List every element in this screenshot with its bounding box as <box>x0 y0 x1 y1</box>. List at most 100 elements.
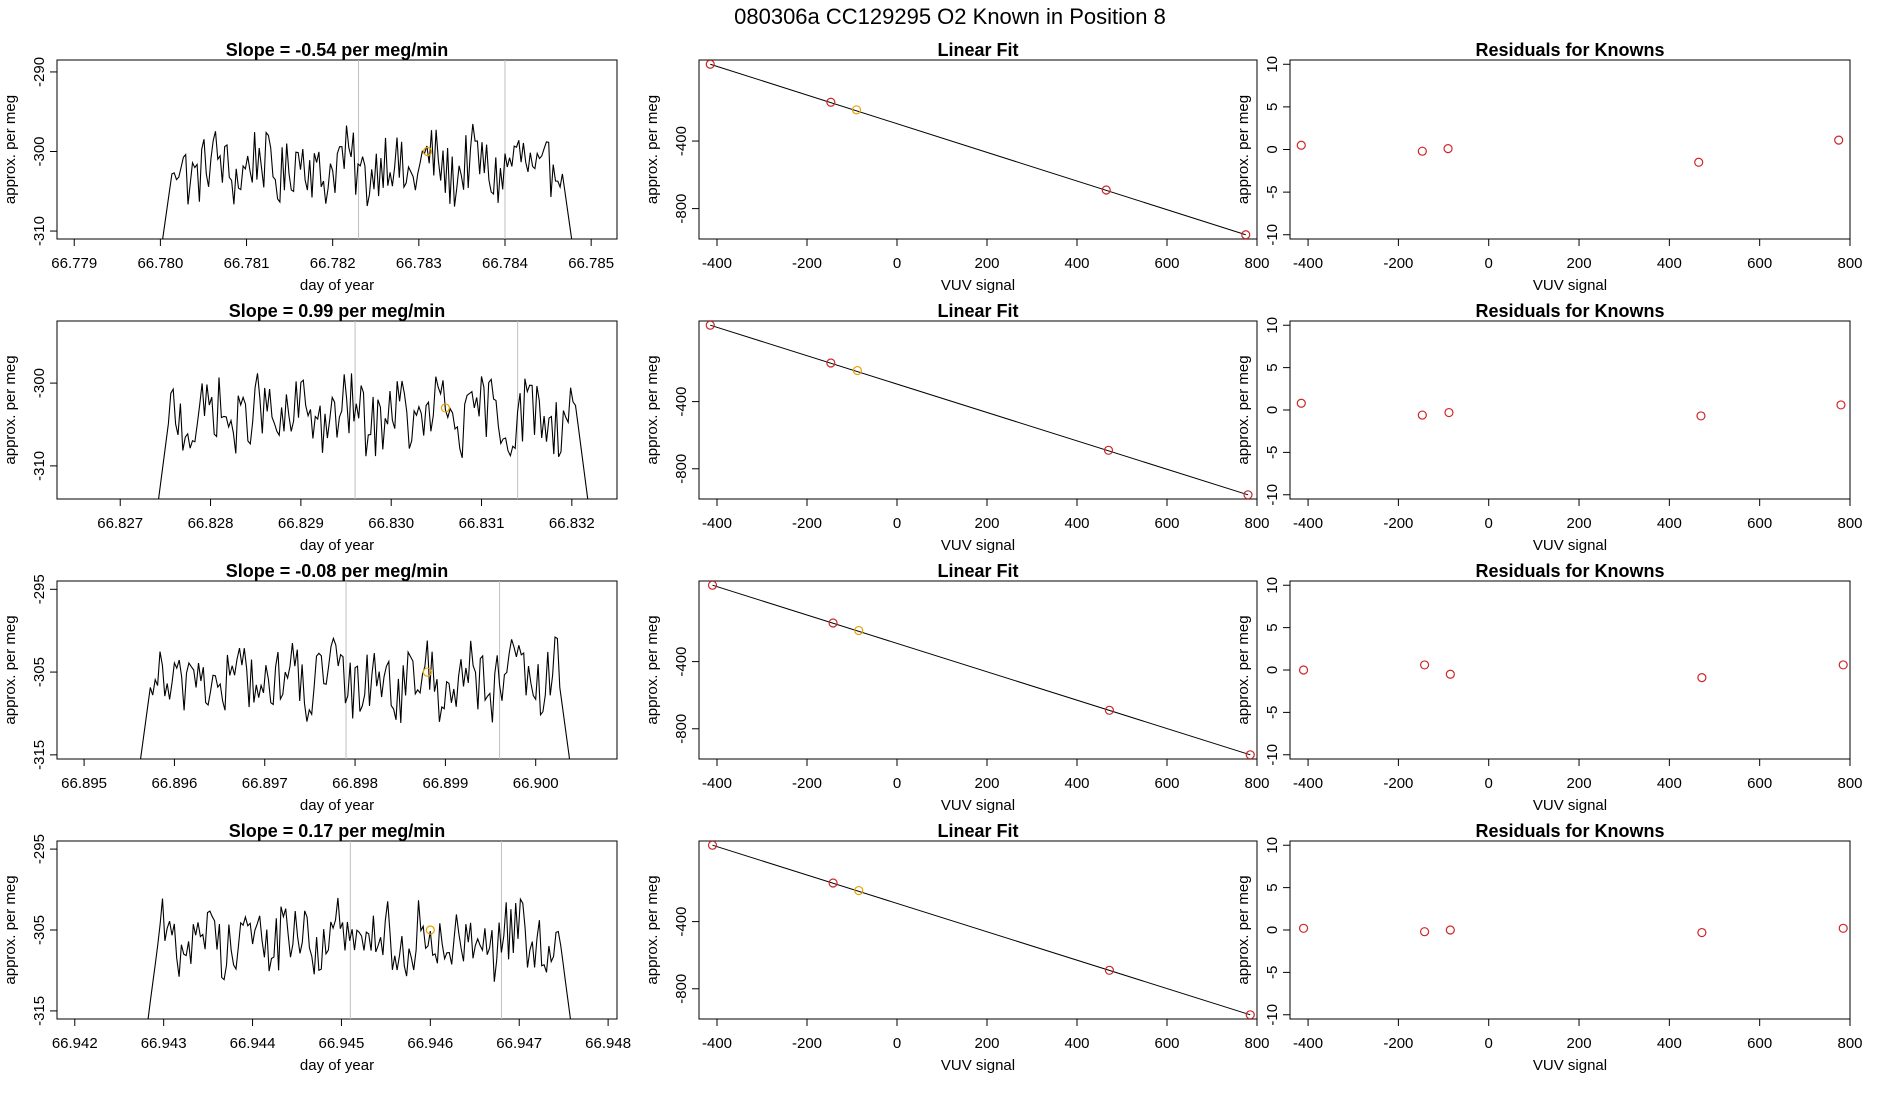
data-point <box>1243 490 1253 499</box>
y-tick-label: 5 <box>1264 363 1281 371</box>
x-axis-label: day of year <box>300 537 374 554</box>
y-tick-label: -10 <box>1264 484 1281 506</box>
x-tick-label: -400 <box>702 515 732 532</box>
data-point <box>1245 750 1255 759</box>
x-tick-label: 66.829 <box>278 515 324 532</box>
x-tick-label: 400 <box>1657 515 1682 532</box>
y-tick-label: -315 <box>31 996 48 1026</box>
y-tick-label: -800 <box>673 454 690 484</box>
fit-line <box>710 324 1249 496</box>
chart-panel-9: Residuals for Knowns VUV signal approx. pe… <box>1235 561 1863 814</box>
data-point <box>826 358 836 368</box>
data-point <box>1838 923 1848 933</box>
y-tick-label: 5 <box>1264 103 1281 111</box>
x-tick-label: 66.785 <box>568 255 614 272</box>
x-tick-label: 66.896 <box>151 775 197 792</box>
y-tick-label: -10 <box>1264 744 1281 766</box>
x-tick-label: 66.782 <box>310 255 356 272</box>
x-tick-label: 600 <box>1154 1035 1179 1052</box>
plot-area <box>147 841 571 1019</box>
y-tick-label: -400 <box>673 387 690 417</box>
y-tick-label: -300 <box>31 368 48 398</box>
x-tick-label: 800 <box>1837 515 1862 532</box>
y-tick-label: 10 <box>1264 317 1281 334</box>
x-tick-label: -400 <box>702 1035 732 1052</box>
chart-panel-8: Linear Fit VUV signal approx. per meg -400 -… <box>644 561 1270 814</box>
x-tick-label: 66.898 <box>332 775 378 792</box>
x-tick-label: 400 <box>1064 515 1089 532</box>
x-tick-label: 0 <box>893 515 901 532</box>
figure-title: 080306a CC129295 O2 Known in Position 8 <box>734 4 1166 29</box>
x-tick-label: 600 <box>1154 515 1179 532</box>
y-tick-label: -310 <box>31 451 48 481</box>
y-axis-label: approx. per meg <box>1235 615 1252 724</box>
chart-title: Residuals for Knowns <box>1475 561 1664 581</box>
x-tick-label: 200 <box>974 1035 999 1052</box>
highlight-point <box>422 667 432 677</box>
y-tick-label: -295 <box>31 574 48 604</box>
x-tick-label: 66.783 <box>396 255 442 272</box>
x-tick-label: -200 <box>792 515 822 532</box>
x-tick-label: 800 <box>1837 255 1862 272</box>
x-tick-label: 600 <box>1747 255 1772 272</box>
plot-frame <box>56 580 618 760</box>
y-axis-label: approx. per meg <box>644 875 661 984</box>
y-axis-label: approx. per meg <box>644 615 661 724</box>
x-tick-label: -400 <box>702 775 732 792</box>
y-axis-label: approx. per meg <box>644 95 661 204</box>
plot-frame <box>1289 840 1851 1020</box>
x-tick-label: 800 <box>1837 775 1862 792</box>
x-tick-label: 400 <box>1064 1035 1089 1052</box>
y-axis-label: approx. per meg <box>2 875 19 984</box>
y-tick-label: -300 <box>31 136 48 166</box>
x-tick-label: 400 <box>1657 775 1682 792</box>
fit-line <box>712 584 1251 756</box>
data-point <box>1298 923 1309 933</box>
plot-area <box>139 581 571 759</box>
highlight-point <box>422 146 433 157</box>
x-tick-label: 200 <box>1567 255 1592 272</box>
x-axis-label: day of year <box>300 1057 374 1074</box>
x-tick-label: 400 <box>1064 255 1089 272</box>
data-point <box>1696 411 1706 421</box>
x-tick-label: 200 <box>1567 1035 1592 1052</box>
data-trace <box>139 636 571 759</box>
plot-area <box>1296 135 1844 167</box>
x-tick-label: 0 <box>1485 515 1493 532</box>
x-axis-label: VUV signal <box>1533 797 1607 814</box>
y-axis-label: approx. per meg <box>1235 875 1252 984</box>
x-tick-label: 0 <box>1485 1035 1493 1052</box>
plot-frame <box>698 59 1258 240</box>
x-tick-label: -200 <box>1383 1035 1413 1052</box>
x-tick-label: 800 <box>1244 515 1269 532</box>
chart-panel-12: Residuals for Knowns VUV signal approx. pe… <box>1235 821 1863 1074</box>
data-point <box>1296 398 1306 408</box>
plot-frame <box>56 59 618 240</box>
x-axis-label: VUV signal <box>941 797 1015 814</box>
data-point <box>1241 230 1251 239</box>
chart-title: Slope = -0.08 per meg/min <box>226 561 449 581</box>
x-tick-label: 66.827 <box>97 515 143 532</box>
x-tick-label: 66.947 <box>496 1035 542 1052</box>
y-tick-label: -400 <box>673 126 690 156</box>
x-tick-label: 66.948 <box>585 1035 631 1052</box>
y-tick-label: 0 <box>1264 926 1281 934</box>
x-tick-label: -200 <box>1383 775 1413 792</box>
data-point <box>1697 673 1707 683</box>
x-tick-label: -200 <box>792 255 822 272</box>
plot-area <box>1298 923 1848 938</box>
y-tick-label: -400 <box>673 907 690 937</box>
fit-line <box>712 844 1251 1016</box>
x-tick-label: 66.943 <box>141 1035 187 1052</box>
y-tick-label: -800 <box>673 194 690 224</box>
plot-frame <box>698 840 1258 1020</box>
data-point <box>1419 927 1430 937</box>
chart-title: Linear Fit <box>937 821 1018 841</box>
data-point <box>826 97 836 107</box>
x-tick-label: 600 <box>1154 255 1179 272</box>
y-tick-label: 0 <box>1264 406 1281 414</box>
x-axis-label: VUV signal <box>1533 277 1607 294</box>
chart-panel-2: Linear Fit VUV signal approx. per meg -400 -… <box>644 40 1270 294</box>
plot-frame <box>1289 59 1851 240</box>
